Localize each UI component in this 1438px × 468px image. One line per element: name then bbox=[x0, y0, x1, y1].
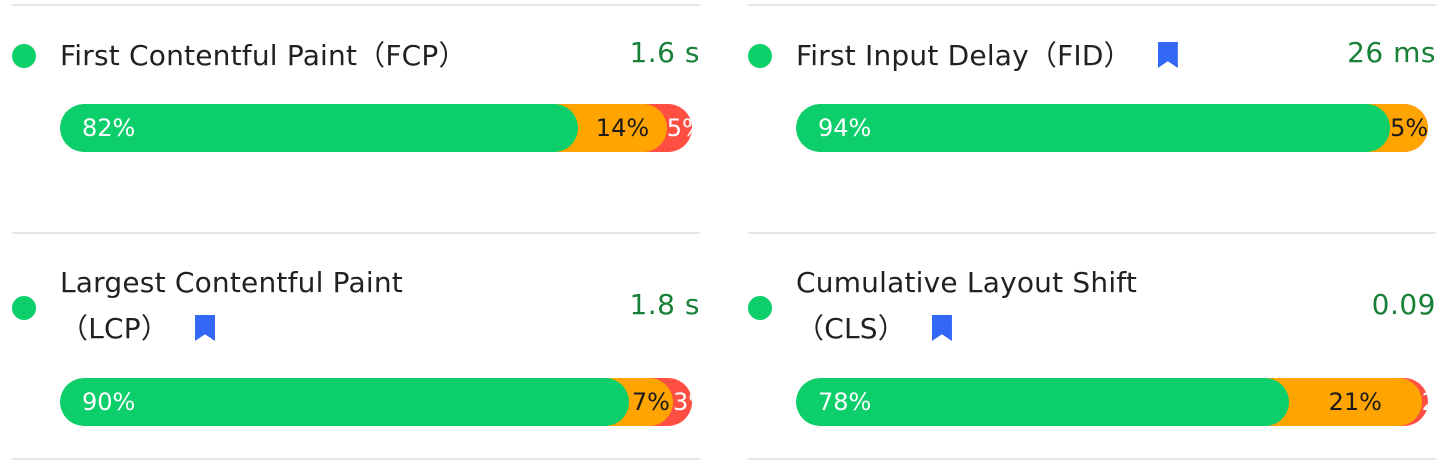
metric-card-fcp: First Contentful Paint（FCP） 1.6 s 82% 14… bbox=[12, 4, 700, 232]
metric-title-line: （CLS） bbox=[796, 306, 1266, 352]
metric-title-line: First Input Delay（FID） bbox=[796, 33, 1266, 79]
metric-title: Cumulative Layout Shift （CLS） bbox=[796, 260, 1266, 352]
distribution-bar: 82% 14% 5% bbox=[60, 104, 692, 152]
metric-title: First Input Delay（FID） bbox=[796, 33, 1266, 79]
bookmark-icon[interactable] bbox=[195, 315, 216, 341]
good-segment: 82% bbox=[60, 104, 579, 152]
metric-title: First Contentful Paint（FCP） bbox=[60, 33, 530, 79]
green-circle-icon bbox=[748, 44, 772, 68]
metric-value: 1.6 s bbox=[629, 36, 700, 69]
needs-improvement-segment: 21% bbox=[1264, 378, 1422, 426]
metric-value: 1.8 s bbox=[629, 288, 700, 321]
distribution-bar: 78% 21% 2% bbox=[796, 378, 1428, 426]
green-circle-icon bbox=[12, 296, 36, 320]
metric-title-line: （LCP） bbox=[60, 306, 530, 352]
metric-card-lcp: Largest Contentful Paint （LCP） 1.8 s 90%… bbox=[12, 232, 700, 460]
metric-title-line: Largest Contentful Paint bbox=[60, 266, 403, 299]
metric-card-fid: First Input Delay（FID） 26 ms 94% 5% 1% bbox=[748, 4, 1436, 232]
metric-value: 0.09 bbox=[1371, 288, 1436, 321]
distribution-bar: 94% 5% 1% bbox=[796, 104, 1428, 152]
metric-title-line: Cumulative Layout Shift bbox=[796, 266, 1138, 299]
metric-value: 26 ms bbox=[1347, 36, 1436, 69]
good-segment: 94% bbox=[796, 104, 1391, 152]
bookmark-icon[interactable] bbox=[931, 315, 952, 341]
metric-title-line: First Contentful Paint（FCP） bbox=[60, 39, 467, 72]
metric-card-cls: Cumulative Layout Shift （CLS） 0.09 78% 2… bbox=[748, 232, 1436, 460]
distribution-bar: 90% 7% 3% bbox=[60, 378, 692, 426]
bookmark-icon[interactable] bbox=[1157, 42, 1178, 68]
green-circle-icon bbox=[12, 44, 36, 68]
good-segment: 90% bbox=[60, 378, 629, 426]
good-segment: 78% bbox=[796, 378, 1289, 426]
metric-title: Largest Contentful Paint （LCP） bbox=[60, 260, 530, 352]
green-circle-icon bbox=[748, 296, 772, 320]
